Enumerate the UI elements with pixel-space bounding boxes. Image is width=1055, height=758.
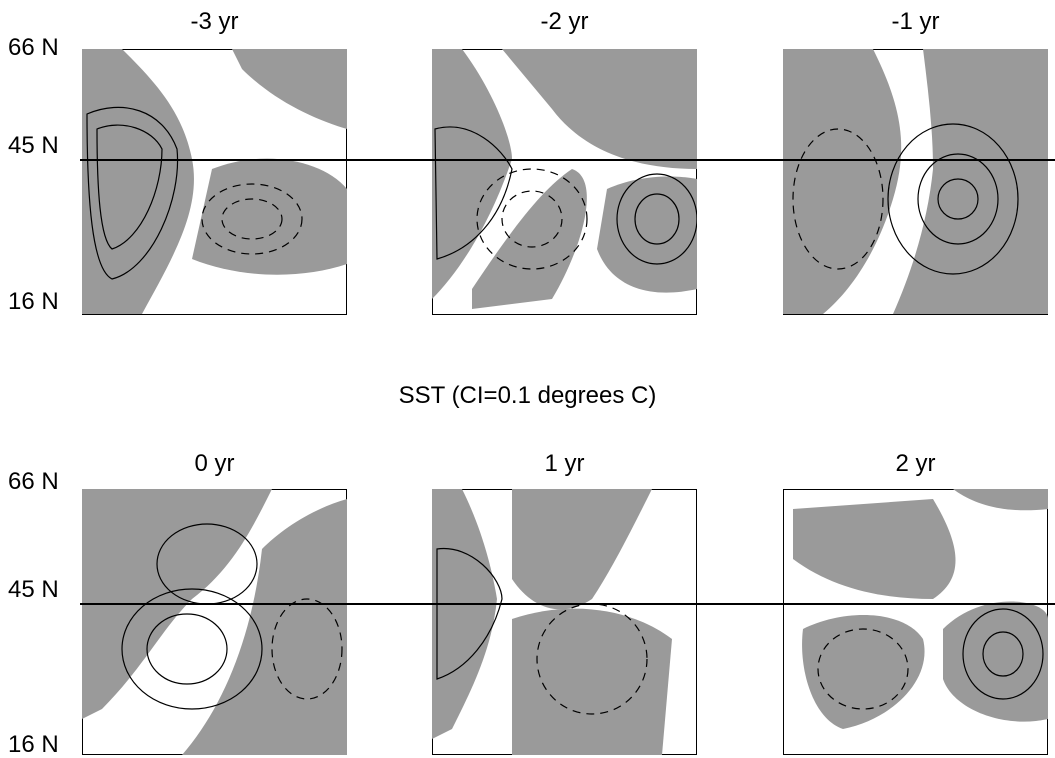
panel-title-lag-m2: -2 yr [540,8,589,35]
reference-line-45n-bottom [80,603,1055,605]
negative-region [512,608,672,755]
positive-contour [434,126,513,260]
negative-region [597,176,697,293]
positive-contour [937,178,979,220]
positive-contour [86,106,179,280]
negative-region [943,601,1048,722]
lat-label-16n-top: 16 N [8,288,59,315]
positive-contour [634,193,680,245]
panel-lag-1 [432,489,697,755]
negative-contour [271,598,343,700]
negative-region [432,49,512,299]
positive-contour [917,153,999,245]
negative-contour [221,198,283,240]
positive-contour [887,123,1019,275]
lat-label-66n-bottom: 66 N [8,468,59,495]
panel-title-lag-m3: -3 yr [190,8,239,35]
negative-contour [501,190,563,248]
lat-label-45n-bottom: 45 N [8,576,59,603]
negative-contour [201,183,303,255]
negative-contour [817,628,909,710]
positive-contour [982,631,1024,677]
panel-title-lag-1: 1 yr [544,450,585,477]
negative-region [232,49,347,129]
negative-region [953,489,1048,511]
negative-contour [792,128,884,270]
negative-contour [476,168,588,270]
positive-contour [121,588,263,710]
panel-lag-m3 [82,49,347,315]
positive-contour [962,608,1044,700]
negative-region [472,169,587,309]
positive-contour [436,547,503,680]
panel-lag-2 [783,489,1048,755]
negative-region [793,499,956,599]
lat-label-66n-top: 66 N [8,34,59,61]
negative-region [432,489,497,739]
positive-contour [616,173,697,265]
chart-title: SST (CI=0.1 degrees C) [398,382,657,409]
panel-lag-0 [82,489,347,755]
panel-lag-m1 [783,49,1048,315]
reference-line-45n-top [80,159,1055,161]
negative-region [192,158,347,275]
panel-title-lag-2: 2 yr [895,450,936,477]
negative-region [512,489,652,610]
negative-region [783,49,902,314]
negative-region [502,49,697,169]
negative-region [802,615,925,729]
positive-contour [96,124,163,250]
panel-lag-m2 [432,49,697,315]
lat-label-45n-top: 45 N [8,132,59,159]
lat-label-16n-bottom: 16 N [8,731,59,758]
negative-region [182,499,347,755]
positive-contour [146,613,228,685]
negative-region [893,49,1048,314]
panel-title-lag-m1: -1 yr [891,8,940,35]
panel-title-lag-0: 0 yr [194,450,235,477]
